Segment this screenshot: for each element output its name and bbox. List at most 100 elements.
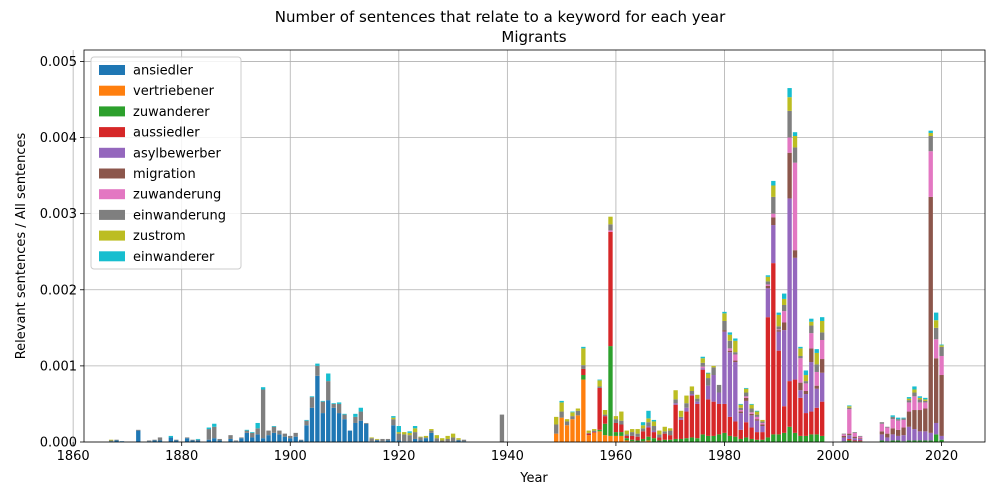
bar-zustrom-1980 bbox=[722, 313, 727, 321]
bar-einwanderung-1875 bbox=[152, 439, 157, 441]
legend-label-aussiedler: aussiedler bbox=[133, 126, 200, 141]
bar-einwanderung-1957 bbox=[597, 386, 602, 388]
bar-einwanderer-1904 bbox=[309, 396, 315, 398]
bar-zuwanderung-2019 bbox=[933, 339, 939, 359]
bar-einwanderung-1968 bbox=[657, 434, 662, 438]
bar-ansiedler-1886 bbox=[212, 438, 217, 442]
bar-zustrom-1953 bbox=[575, 408, 581, 411]
bar-ansiedler-1885 bbox=[206, 439, 212, 442]
bar-einwanderung-2004 bbox=[852, 432, 857, 433]
bar-zustrom-1995 bbox=[803, 375, 809, 382]
bar-zuwanderer-1980 bbox=[722, 432, 727, 442]
bar-asylbewerber-2017 bbox=[923, 431, 928, 441]
x-tick-label: 1900 bbox=[274, 449, 307, 464]
bar-einwanderung-1900 bbox=[288, 435, 293, 439]
bar-zustrom-1978 bbox=[711, 365, 716, 368]
legend-swatch-asylbewerber bbox=[99, 147, 125, 158]
legend-swatch-aussiedler bbox=[99, 127, 125, 138]
bar-zuwanderung-1959 bbox=[608, 230, 613, 232]
x-tick-label: 1880 bbox=[165, 449, 198, 464]
bar-zustrom-2015 bbox=[912, 389, 917, 393]
bar-zuwanderung-2005 bbox=[857, 436, 863, 439]
bar-zustrom-1960 bbox=[613, 416, 619, 420]
bar-migration-2011 bbox=[890, 428, 895, 435]
bar-einwanderer-1989 bbox=[771, 180, 776, 186]
bar-einwanderer-1923 bbox=[412, 426, 418, 429]
bar-zuwanderung-2003 bbox=[847, 409, 852, 434]
bar-vertriebener-1957 bbox=[597, 431, 602, 442]
bar-vertriebener-1953 bbox=[575, 415, 581, 442]
bar-ansiedler-1909 bbox=[336, 413, 342, 442]
bar-zuwanderer-1957 bbox=[597, 429, 602, 432]
bar-einwanderung-1931 bbox=[456, 439, 461, 441]
bar-einwanderer-1997 bbox=[814, 349, 819, 353]
bar-einwanderung-1972 bbox=[678, 416, 684, 419]
bar-ansiedler-1901 bbox=[293, 436, 298, 442]
bar-einwanderung-1954 bbox=[581, 365, 586, 369]
bar-asylbewerber-2020 bbox=[939, 435, 944, 440]
bar-ansiedler-1905 bbox=[315, 375, 320, 442]
y-tick-label: 0.005 bbox=[40, 55, 77, 70]
bar-asylbewerber-1988 bbox=[765, 288, 771, 318]
bar-ansiedler-1872 bbox=[136, 430, 141, 442]
bar-aussiedler-1987 bbox=[760, 432, 765, 440]
bar-zuwanderung-2017 bbox=[923, 402, 928, 409]
bar-einwanderer-1883 bbox=[195, 438, 201, 440]
y-axis-label: Relevant sentences / All sentences bbox=[14, 132, 29, 359]
bar-zuwanderer-1977 bbox=[706, 435, 711, 442]
bar-einwanderer-2015 bbox=[912, 386, 917, 390]
bar-zuwanderung-2020 bbox=[939, 355, 944, 376]
bar-einwanderung-1886 bbox=[212, 426, 217, 439]
bar-einwanderung-1906 bbox=[320, 401, 325, 414]
bar-einwanderung-2014 bbox=[906, 400, 912, 403]
bar-asylbewerber-2015 bbox=[912, 429, 917, 441]
bar-einwanderung-1922 bbox=[407, 435, 412, 442]
bar-einwanderung-1997 bbox=[814, 364, 819, 372]
bar-zustrom-1983 bbox=[738, 404, 743, 408]
bar-zustrom-1993 bbox=[792, 136, 798, 148]
legend-label-ansiedler: ansiedler bbox=[133, 64, 193, 79]
bar-vertriebener-1959 bbox=[608, 435, 613, 442]
y-tick-label: 0.001 bbox=[40, 359, 77, 374]
bar-migration-2010 bbox=[885, 433, 890, 438]
bar-vertriebener-1952 bbox=[570, 419, 575, 442]
bar-einwanderer-1920 bbox=[396, 426, 401, 433]
bar-aussiedler-1975 bbox=[695, 403, 700, 439]
bar-zuwanderer-2017 bbox=[923, 440, 928, 442]
bar-einwanderung-1984 bbox=[744, 392, 749, 397]
bar-migration-1985 bbox=[749, 413, 754, 416]
bar-einwanderung-1913 bbox=[358, 411, 363, 421]
bar-aussiedler-1983 bbox=[738, 429, 743, 439]
bar-vertriebener-1962 bbox=[624, 440, 629, 442]
bar-aussiedler-1956 bbox=[592, 432, 597, 433]
bar-einwanderer-1906 bbox=[320, 400, 325, 402]
bar-migration-1995 bbox=[803, 391, 809, 395]
bar-einwanderung-1881 bbox=[184, 437, 190, 439]
bar-einwanderung-1928 bbox=[440, 440, 445, 442]
bar-asylbewerber-1971 bbox=[673, 403, 678, 405]
bar-einwanderung-2015 bbox=[912, 392, 917, 397]
bar-einwanderung-1891 bbox=[239, 437, 244, 439]
bar-asylbewerber-1972 bbox=[678, 418, 684, 420]
bar-einwanderung-1894 bbox=[255, 428, 260, 435]
bar-ansiedler-1920 bbox=[396, 440, 401, 442]
bar-einwanderung-1895 bbox=[260, 389, 266, 439]
bar-asylbewerber-2002 bbox=[841, 437, 847, 442]
bar-zuwanderer-1995 bbox=[803, 435, 809, 442]
bar-asylbewerber-1993 bbox=[792, 257, 798, 380]
x-tick-label: 1940 bbox=[491, 449, 524, 464]
bar-ansiedler-1893 bbox=[250, 437, 255, 442]
bar-zuwanderer-1991 bbox=[782, 432, 787, 442]
bar-migration-2017 bbox=[923, 408, 928, 432]
bar-zuwanderer-1972 bbox=[678, 438, 684, 442]
y-tick-label: 0.002 bbox=[40, 283, 77, 298]
bar-aussiedler-1969 bbox=[662, 433, 667, 440]
bar-einwanderer-1912 bbox=[353, 413, 358, 417]
bar-einwanderer-2014 bbox=[906, 397, 912, 399]
bar-ansiedler-1887 bbox=[217, 440, 222, 442]
y-tick-label: 0.000 bbox=[40, 436, 77, 451]
bar-migration-1991 bbox=[782, 322, 787, 331]
bar-zuwanderung-2016 bbox=[917, 402, 923, 411]
bar-aussiedler-2005 bbox=[857, 440, 863, 442]
bar-zuwanderung-1988 bbox=[765, 284, 771, 286]
